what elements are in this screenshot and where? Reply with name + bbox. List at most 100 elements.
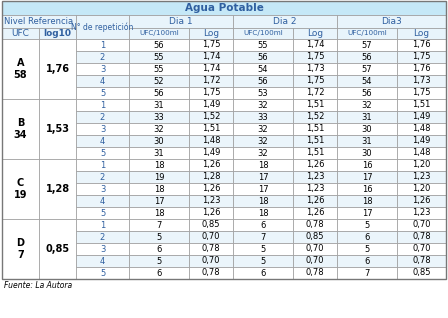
Text: 1,75: 1,75 [306, 52, 324, 61]
Text: 1: 1 [100, 40, 105, 50]
Bar [129, 195, 189, 207]
Bar [39, 99, 76, 159]
Text: 1,75: 1,75 [412, 52, 431, 61]
Bar [337, 243, 397, 255]
Text: 1: 1 [100, 100, 105, 109]
Bar [233, 135, 293, 147]
Bar [233, 243, 293, 255]
Text: 54: 54 [362, 77, 372, 86]
Bar [233, 39, 293, 51]
Bar [293, 171, 337, 183]
Bar [337, 28, 397, 39]
Bar [2, 28, 39, 39]
Text: 1,49: 1,49 [202, 149, 220, 157]
Text: 5: 5 [156, 257, 162, 266]
Bar [129, 28, 189, 39]
Text: 56: 56 [362, 52, 372, 61]
Text: 18: 18 [258, 209, 268, 218]
Text: 33: 33 [154, 113, 164, 121]
Bar [337, 123, 397, 135]
Bar [189, 267, 233, 279]
Bar [189, 39, 233, 51]
Bar [233, 219, 293, 231]
Text: 55: 55 [154, 52, 164, 61]
Bar [189, 183, 233, 195]
Bar [337, 75, 397, 87]
Bar [189, 207, 233, 219]
Bar [2, 159, 39, 219]
Bar [337, 231, 397, 243]
Bar [76, 99, 129, 111]
Bar [129, 39, 189, 51]
Bar [337, 207, 397, 219]
Text: 1,23: 1,23 [412, 172, 431, 182]
Text: 5: 5 [364, 220, 370, 230]
Bar [337, 195, 397, 207]
Text: 7: 7 [156, 220, 162, 230]
Text: 4: 4 [100, 77, 105, 86]
Bar [189, 123, 233, 135]
Text: 1,49: 1,49 [202, 100, 220, 109]
Bar [293, 39, 337, 51]
Text: 3: 3 [100, 245, 105, 253]
Text: 56: 56 [258, 77, 268, 86]
Text: 0,78: 0,78 [306, 268, 324, 278]
Text: 32: 32 [154, 125, 164, 134]
Text: 0,78: 0,78 [202, 268, 220, 278]
Text: 0,85: 0,85 [306, 232, 324, 241]
Bar [397, 243, 446, 255]
Text: 5: 5 [364, 245, 370, 253]
Text: 18: 18 [362, 197, 372, 205]
Text: Agua Potable: Agua Potable [185, 3, 263, 13]
Text: 1,75: 1,75 [306, 77, 324, 86]
Text: Log: Log [203, 29, 219, 38]
Bar [293, 111, 337, 123]
Bar [233, 255, 293, 267]
Text: UFC/100ml: UFC/100ml [347, 31, 387, 37]
Bar [76, 171, 129, 183]
Text: 0,85: 0,85 [45, 244, 69, 254]
Text: 1,26: 1,26 [202, 209, 220, 218]
Bar [233, 123, 293, 135]
Text: 1,53: 1,53 [46, 124, 69, 134]
Bar [189, 111, 233, 123]
Bar [337, 147, 397, 159]
Text: 5: 5 [156, 232, 162, 241]
Text: 1,74: 1,74 [202, 52, 220, 61]
Text: 1,51: 1,51 [306, 136, 324, 146]
Bar [293, 123, 337, 135]
Bar [293, 147, 337, 159]
Bar [293, 87, 337, 99]
Bar [189, 159, 233, 171]
Text: 0,85: 0,85 [202, 220, 220, 230]
Text: 56: 56 [258, 52, 268, 61]
Bar [337, 63, 397, 75]
Text: 0,70: 0,70 [412, 220, 431, 230]
Text: 32: 32 [258, 125, 268, 134]
Text: 1,72: 1,72 [306, 88, 324, 98]
Bar [189, 28, 233, 39]
Bar [76, 183, 129, 195]
Text: D
7: D 7 [17, 238, 25, 260]
Bar [233, 147, 293, 159]
Bar [189, 231, 233, 243]
Text: 1,74: 1,74 [306, 40, 324, 50]
Bar [397, 99, 446, 111]
Text: 16: 16 [362, 184, 372, 193]
Bar [76, 147, 129, 159]
Text: 1,52: 1,52 [306, 113, 324, 121]
Bar [397, 123, 446, 135]
Bar [233, 111, 293, 123]
Bar [189, 195, 233, 207]
Text: 1,20: 1,20 [412, 161, 431, 169]
Bar [233, 195, 293, 207]
Bar [337, 183, 397, 195]
Bar [189, 219, 233, 231]
Text: 1,48: 1,48 [412, 125, 431, 134]
Bar [337, 267, 397, 279]
Bar [397, 255, 446, 267]
Text: log10: log10 [43, 29, 72, 38]
Text: UFC/100ml: UFC/100ml [243, 31, 283, 37]
Text: 1,74: 1,74 [202, 65, 220, 73]
Bar [397, 87, 446, 99]
